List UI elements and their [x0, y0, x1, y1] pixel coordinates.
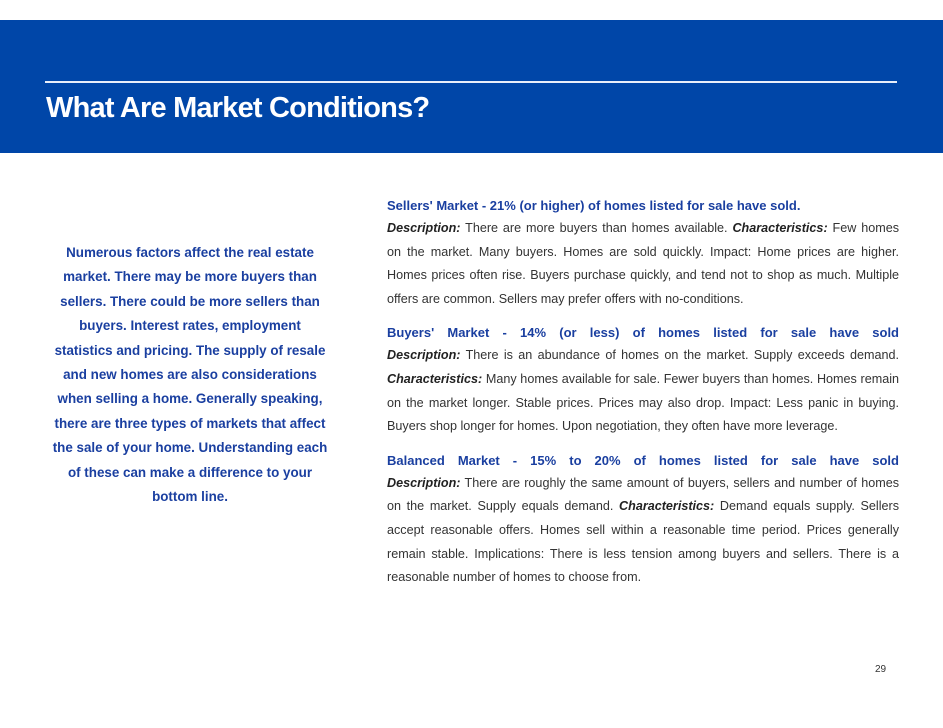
section-heading: Sellers' Market - 21% (or higher) of hom…: [387, 198, 801, 213]
description-text: There are more buyers than homes availab…: [460, 221, 733, 235]
buyers-market-section: Buyers' Market - 14% (or less) of homes …: [387, 321, 899, 438]
sellers-market-section: Sellers' Market - 21% (or higher) of hom…: [387, 194, 899, 311]
market-types: Sellers' Market - 21% (or higher) of hom…: [387, 194, 899, 600]
section-heading: Balanced Market - 15% to 20% of homes li…: [387, 452, 899, 468]
page-number: 29: [875, 664, 887, 675]
description-label: Description:: [387, 221, 461, 235]
section-body: Description: There are more buyers than …: [387, 217, 899, 311]
description-label: Description:: [387, 348, 461, 363]
characteristics-label: Characteristics:: [619, 499, 715, 514]
description-label: Description:: [387, 475, 461, 490]
section-heading: Buyers' Market - 14% (or less) of homes …: [387, 325, 899, 341]
characteristics-label: Characteristics:: [387, 371, 483, 386]
section-body: Description: There are roughly the same …: [387, 472, 899, 590]
characteristics-text: Few homes on the market. Many buyers. Ho…: [387, 221, 899, 306]
characteristics-text: Demand equals supply. Sellers accept rea…: [387, 499, 900, 585]
characteristics-text: Many homes available for sale. Fewer buy…: [387, 371, 899, 434]
intro-text: Numerous factors affect the real estate …: [52, 245, 328, 505]
description-text: There are roughly the same amount of buy…: [387, 475, 899, 514]
header-divider: [45, 81, 897, 83]
characteristics-label: Characteristics:: [732, 221, 828, 235]
header-banner: What Are Market Conditions?: [0, 20, 943, 153]
description-text: There is an abundance of homes on the ma…: [460, 348, 899, 363]
balanced-market-section: Balanced Market - 15% to 20% of homes li…: [387, 449, 899, 590]
page-title: What Are Market Conditions?: [46, 92, 430, 124]
section-body: Description: There is an abundance of ho…: [387, 344, 899, 438]
